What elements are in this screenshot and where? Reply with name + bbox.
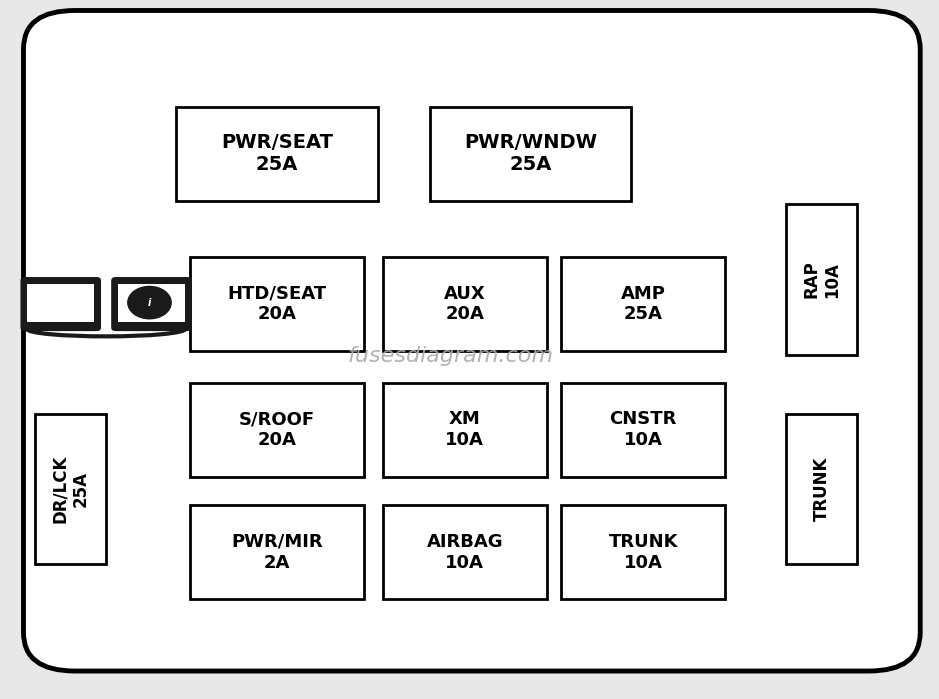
FancyBboxPatch shape [562, 505, 725, 600]
FancyBboxPatch shape [190, 383, 364, 477]
Text: XM
10A: XM 10A [445, 410, 485, 449]
FancyBboxPatch shape [383, 505, 546, 600]
FancyBboxPatch shape [562, 383, 725, 477]
Text: PWR/SEAT
25A: PWR/SEAT 25A [221, 134, 333, 174]
Text: PWR/WNDW
25A: PWR/WNDW 25A [464, 134, 597, 174]
FancyBboxPatch shape [23, 10, 920, 671]
FancyBboxPatch shape [111, 277, 192, 331]
FancyBboxPatch shape [21, 277, 101, 331]
Circle shape [128, 287, 171, 319]
Text: RAP
10A: RAP 10A [802, 261, 841, 298]
Text: i: i [147, 298, 151, 308]
Text: HTD/SEAT
20A: HTD/SEAT 20A [227, 284, 327, 324]
Text: AMP
25A: AMP 25A [621, 284, 666, 324]
FancyBboxPatch shape [383, 257, 546, 352]
FancyBboxPatch shape [27, 284, 94, 322]
FancyBboxPatch shape [787, 414, 857, 565]
FancyBboxPatch shape [430, 106, 631, 201]
Text: fusesdiagram.com: fusesdiagram.com [347, 347, 554, 366]
FancyBboxPatch shape [118, 284, 185, 322]
Text: TRUNK: TRUNK [812, 457, 831, 521]
Text: AIRBAG
10A: AIRBAG 10A [426, 533, 503, 572]
Text: TRUNK
10A: TRUNK 10A [608, 533, 678, 572]
FancyBboxPatch shape [383, 383, 546, 477]
Text: CNSTR
10A: CNSTR 10A [609, 410, 677, 449]
FancyBboxPatch shape [787, 204, 857, 355]
FancyBboxPatch shape [190, 257, 364, 352]
FancyBboxPatch shape [36, 414, 105, 565]
FancyBboxPatch shape [190, 505, 364, 600]
Text: PWR/MIR
2A: PWR/MIR 2A [231, 533, 323, 572]
FancyBboxPatch shape [177, 106, 377, 201]
Text: S/ROOF
20A: S/ROOF 20A [239, 410, 316, 449]
Text: DR/LCK
25A: DR/LCK 25A [51, 455, 90, 524]
Text: AUX
20A: AUX 20A [444, 284, 485, 324]
FancyBboxPatch shape [562, 257, 725, 352]
